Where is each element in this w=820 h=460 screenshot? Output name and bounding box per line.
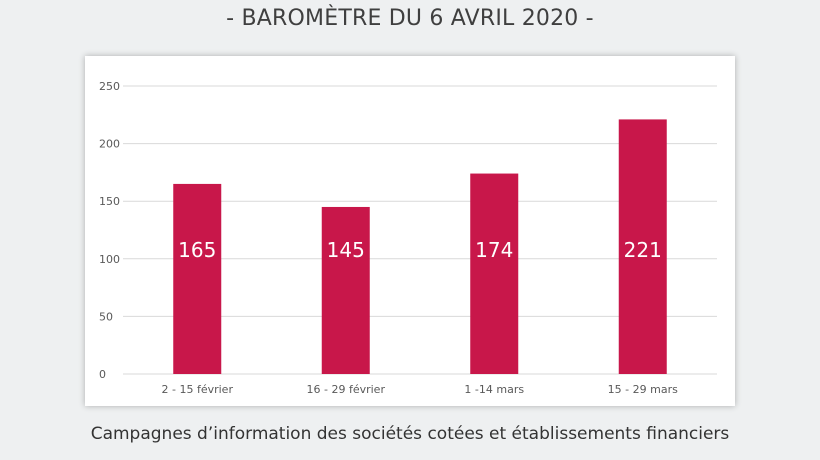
bar <box>470 173 519 374</box>
bar-value-label: 221 <box>624 238 662 262</box>
bars <box>173 119 667 374</box>
x-axis-ticks: 2 - 15 février 16 - 29 février 1 -14 mars 1… <box>162 383 679 396</box>
bar-chart: 0 50 100 150 200 250 165 145 174 221 2 - 15 févr… <box>99 80 717 396</box>
x-tick-label: 1 -14 mars <box>464 383 524 396</box>
bar <box>321 206 370 374</box>
chart-caption: Campagnes d’information des sociétés cot… <box>90 424 730 444</box>
bar <box>618 119 667 374</box>
y-axis-ticks: 0 50 100 150 200 250 <box>99 80 120 381</box>
x-tick-label: 15 - 29 mars <box>608 383 678 396</box>
data-labels: 165 145 174 221 <box>178 238 662 262</box>
y-tick-label: 50 <box>99 310 113 323</box>
bar-value-label: 165 <box>178 238 216 262</box>
y-tick-label: 150 <box>99 195 120 208</box>
x-tick-label: 16 - 29 février <box>307 383 386 396</box>
y-tick-label: 250 <box>99 80 120 93</box>
bar-value-label: 174 <box>475 238 513 262</box>
gridlines <box>123 85 717 375</box>
bar <box>173 183 222 374</box>
bar-value-label: 145 <box>327 238 365 262</box>
page-title: - BAROMÈTRE DU 6 AVRIL 2020 - <box>226 6 594 31</box>
chart-panel: 0 50 100 150 200 250 165 145 174 221 2 - 15 févr… <box>85 56 735 406</box>
y-tick-label: 100 <box>99 253 120 266</box>
y-tick-label: 200 <box>99 138 120 151</box>
x-tick-label: 2 - 15 février <box>162 383 234 396</box>
y-tick-label: 0 <box>99 368 106 381</box>
